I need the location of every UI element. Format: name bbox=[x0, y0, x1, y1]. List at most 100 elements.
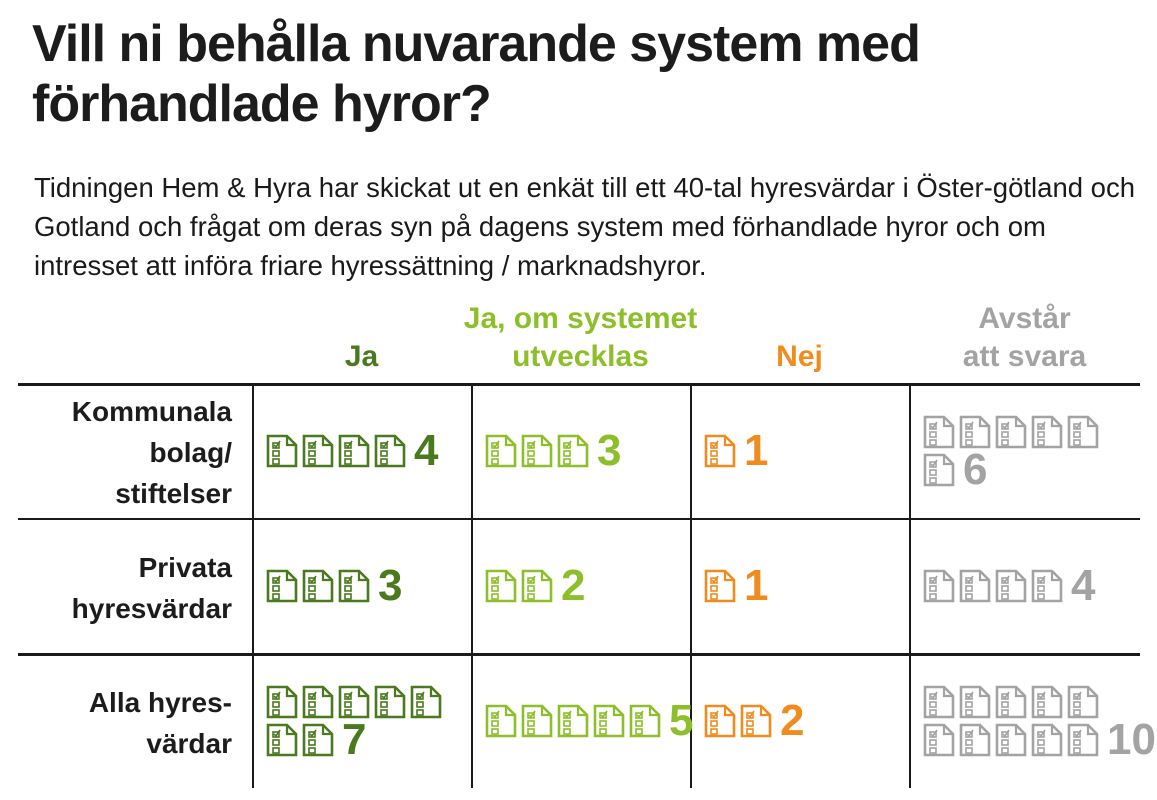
ballot-document-icon bbox=[629, 704, 661, 738]
icon-row: 10 bbox=[923, 714, 1156, 764]
data-cell: 1 bbox=[704, 383, 903, 518]
data-cell: 6 bbox=[923, 383, 1134, 518]
data-cell: 7 bbox=[266, 653, 465, 788]
intro-text: Tidningen Hem & Hyra har skickat ut en e… bbox=[34, 172, 1136, 281]
column-header-avstar: att svara bbox=[962, 340, 1087, 373]
ballot-document-icon bbox=[995, 569, 1027, 603]
column-divider bbox=[252, 383, 254, 788]
row-label: bolag/ bbox=[149, 437, 232, 468]
value-label: 4 bbox=[1071, 560, 1096, 610]
ballot-document-icon bbox=[1067, 415, 1099, 449]
value-label: 3 bbox=[597, 425, 622, 475]
ballot-document-icon bbox=[521, 569, 553, 603]
value-label: 3 bbox=[378, 560, 403, 610]
ballot-document-icon bbox=[485, 704, 517, 738]
ballot-document-icon bbox=[959, 723, 991, 757]
column-header-ja_om: Ja, om systemet bbox=[463, 302, 698, 335]
ballot-document-icon bbox=[266, 685, 298, 719]
ballot-document-icon bbox=[959, 569, 991, 603]
row-label: stiftelser bbox=[115, 478, 232, 509]
ballot-document-icon bbox=[302, 569, 334, 603]
icon-row bbox=[923, 413, 1103, 451]
ballot-document-icon bbox=[704, 704, 736, 738]
value-label: 4 bbox=[414, 425, 439, 475]
ballot-document-icon bbox=[959, 415, 991, 449]
data-cell: 3 bbox=[485, 383, 684, 518]
icon-group: 2 bbox=[704, 698, 804, 742]
ballot-document-icon bbox=[521, 434, 553, 468]
ballot-document-icon bbox=[410, 685, 442, 719]
column-header-ja: Ja bbox=[344, 340, 379, 373]
ballot-document-icon bbox=[302, 685, 334, 719]
ballot-document-icon bbox=[995, 723, 1027, 757]
data-cell: 4 bbox=[923, 518, 1134, 653]
ballot-document-icon bbox=[374, 434, 406, 468]
value-label: 2 bbox=[561, 560, 586, 610]
ballot-document-icon bbox=[1031, 685, 1063, 719]
ballot-document-icon bbox=[740, 704, 772, 738]
ballot-document-icon bbox=[995, 685, 1027, 719]
table-rule bbox=[18, 518, 1140, 520]
row-label: värdar bbox=[146, 727, 232, 759]
value-label: 1 bbox=[744, 425, 769, 475]
icon-group: 3 bbox=[485, 425, 622, 475]
ballot-document-icon bbox=[1031, 569, 1063, 603]
ballot-document-icon bbox=[485, 434, 517, 468]
ballot-document-icon bbox=[266, 569, 298, 603]
ballot-document-icon bbox=[521, 704, 553, 738]
icon-row: 4 bbox=[266, 425, 439, 475]
data-cell: 10 bbox=[923, 653, 1156, 788]
icon-group: 1 bbox=[704, 560, 769, 610]
column-divider bbox=[909, 383, 911, 788]
ballot-document-icon bbox=[485, 569, 517, 603]
column-header-ja_om: utvecklas bbox=[512, 340, 649, 373]
icon-row: 7 bbox=[266, 717, 446, 761]
icon-row: 1 bbox=[704, 560, 769, 610]
ballot-document-icon bbox=[1031, 723, 1063, 757]
icon-row: 3 bbox=[266, 560, 403, 610]
ballot-document-icon bbox=[959, 685, 991, 719]
value-label: 10 bbox=[1107, 714, 1156, 764]
ballot-document-icon bbox=[995, 415, 1027, 449]
ballot-document-icon bbox=[266, 434, 298, 468]
column-divider bbox=[690, 383, 692, 788]
icon-row bbox=[923, 683, 1156, 721]
value-label: 1 bbox=[744, 560, 769, 610]
icon-row: 1 bbox=[704, 425, 769, 475]
ballot-document-icon bbox=[923, 723, 955, 757]
ballot-document-icon bbox=[557, 704, 589, 738]
column-divider bbox=[471, 383, 473, 788]
column-header-avstar: Avstår bbox=[978, 302, 1071, 335]
icon-row: 6 bbox=[923, 444, 1103, 494]
icon-group: 2 bbox=[485, 560, 586, 610]
ballot-document-icon bbox=[704, 569, 736, 603]
icon-group: 7 bbox=[266, 683, 446, 761]
table-rule bbox=[18, 653, 1140, 656]
data-cell: 2 bbox=[485, 518, 684, 653]
icon-row: 2 bbox=[704, 698, 804, 742]
ballot-document-icon bbox=[923, 453, 955, 487]
ballot-document-icon bbox=[338, 434, 370, 468]
icon-row: 4 bbox=[923, 560, 1096, 610]
icon-row: 3 bbox=[485, 425, 622, 475]
ballot-document-icon bbox=[1031, 415, 1063, 449]
icon-row: 5 bbox=[485, 695, 694, 745]
icon-row: 2 bbox=[485, 560, 586, 610]
row-label: Alla hyres- bbox=[88, 686, 232, 718]
icon-group: 1 bbox=[704, 425, 769, 475]
icon-group: 4 bbox=[923, 560, 1096, 610]
icon-group: 5 bbox=[485, 695, 694, 745]
chart-title: Vill ni behålla nuvarande system med för… bbox=[32, 15, 921, 133]
ballot-document-icon bbox=[923, 569, 955, 603]
ballot-document-icon bbox=[338, 569, 370, 603]
value-label: 6 bbox=[963, 444, 988, 494]
data-cell: 2 bbox=[704, 653, 903, 788]
ballot-document-icon bbox=[374, 685, 406, 719]
ballot-document-icon bbox=[923, 685, 955, 719]
ballot-document-icon bbox=[1067, 685, 1099, 719]
icon-group: 3 bbox=[266, 560, 403, 610]
value-label: 5 bbox=[669, 695, 694, 745]
data-cell: 4 bbox=[266, 383, 465, 518]
ballot-document-icon bbox=[302, 723, 334, 757]
data-cell: 3 bbox=[266, 518, 465, 653]
